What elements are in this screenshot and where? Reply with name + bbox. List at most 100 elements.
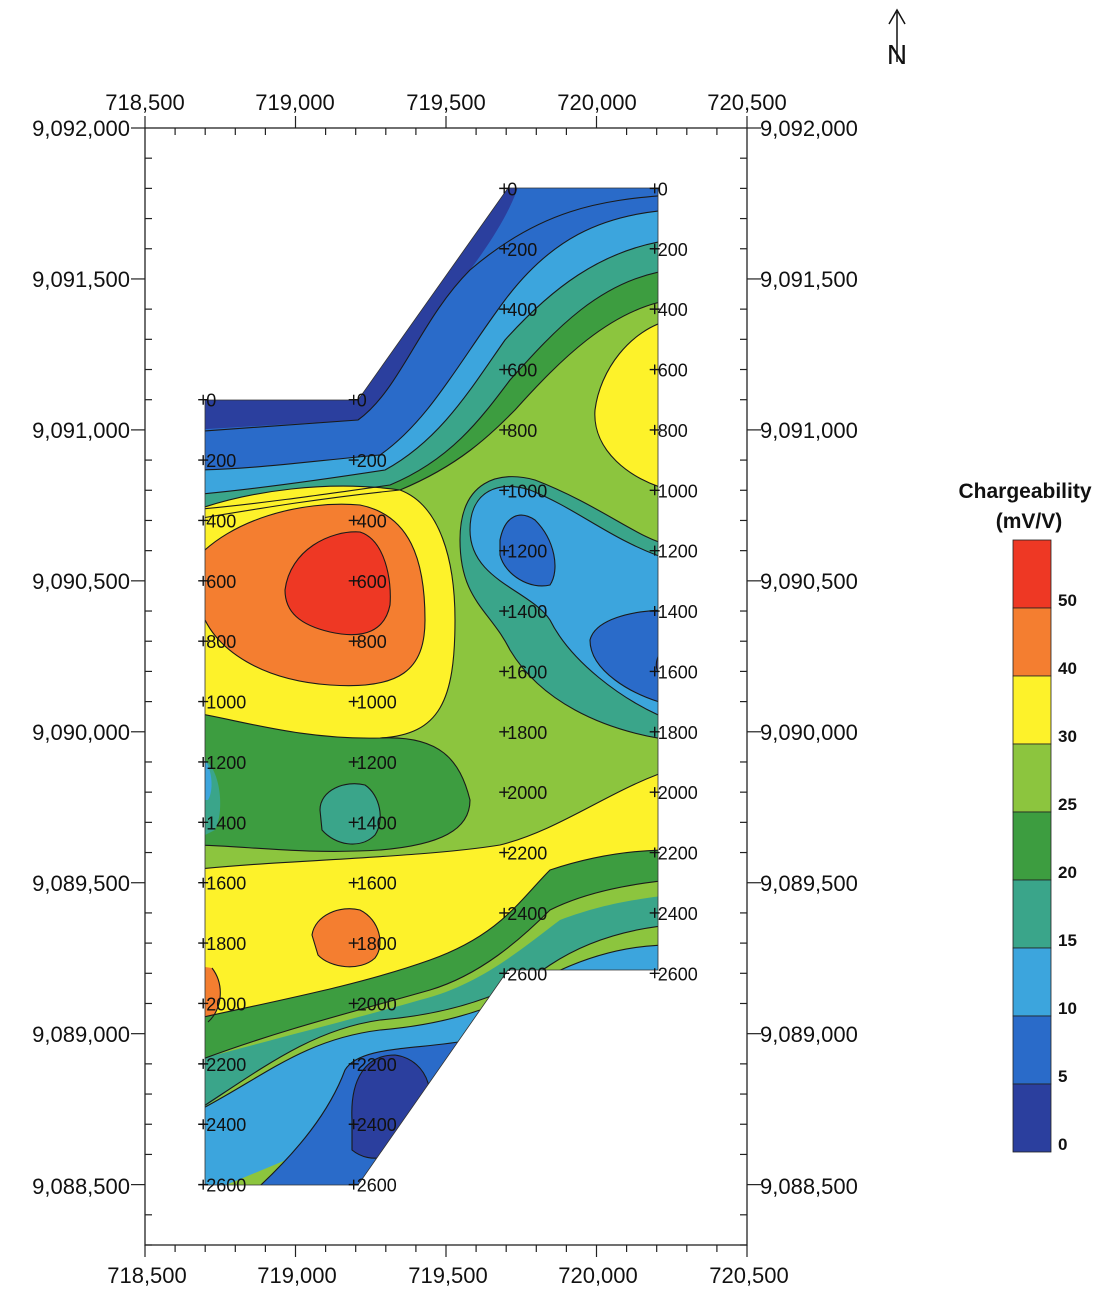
station-marker: 2600 — [649, 964, 698, 984]
station-marker: 600 — [198, 572, 236, 592]
band-15-20-east-rim — [460, 476, 658, 740]
legend-tick-labels: 0 5 10 15 20 25 30 40 50 — [1058, 591, 1077, 1154]
station-cross-icon — [198, 817, 209, 828]
band-20-25-top — [205, 270, 658, 520]
legend-swatch — [1012, 947, 1052, 1017]
station-label: 1000 — [357, 693, 397, 713]
station-marker: 1200 — [348, 753, 397, 773]
band-30-40-south — [205, 770, 658, 1020]
northing-label-right: 9,088,500 — [760, 1174, 858, 1199]
station-marker: 2000 — [348, 994, 397, 1014]
legend-swatch — [1012, 539, 1052, 609]
station-marker: 2400 — [348, 1115, 397, 1135]
legend-tick-label: 25 — [1058, 795, 1077, 814]
station-label: 2200 — [507, 844, 547, 864]
station-cross-icon — [649, 726, 660, 737]
station-cross-icon — [499, 485, 510, 496]
station-label: 2400 — [357, 1115, 397, 1135]
station-cross-icon — [198, 877, 209, 888]
station-marker: 0 — [198, 391, 216, 411]
band-40-50-south-a — [312, 908, 380, 967]
station-cross-icon — [649, 364, 660, 375]
station-cross-icon — [499, 787, 510, 798]
station-label: 1000 — [206, 693, 246, 713]
legend: Chargeability (mV/V) 0 5 10 15 20 25 30 40 50 — [958, 480, 1091, 1154]
station-marker: 0 — [499, 179, 517, 199]
station-cross-icon — [348, 696, 359, 707]
easting-label-top: 719,000 — [255, 90, 335, 115]
station-cross-icon — [649, 243, 660, 254]
station-marker: 1000 — [198, 693, 246, 713]
station-marker: 2200 — [348, 1055, 397, 1075]
station-marker: 2400 — [649, 904, 698, 924]
easting-label-top: 720,500 — [707, 90, 787, 115]
station-label: 1600 — [658, 662, 698, 682]
station-cross-icon — [649, 847, 660, 858]
station-marker: 600 — [649, 361, 688, 381]
station-cross-icon — [499, 968, 510, 979]
station-cross-icon — [348, 515, 359, 526]
station-marker: 200 — [499, 240, 537, 260]
station-marker: 400 — [198, 511, 236, 531]
station-marker: 2000 — [198, 994, 246, 1014]
station-marker: 2600 — [499, 964, 547, 984]
station-label: 1000 — [507, 481, 547, 501]
northing-label-right: 9,091,500 — [760, 267, 858, 292]
station-marker: 1600 — [348, 874, 397, 894]
station-marker: 600 — [499, 361, 537, 381]
station-label: 2000 — [658, 783, 698, 803]
station-marker: 2400 — [198, 1115, 246, 1135]
station-cross-icon — [499, 606, 510, 617]
station-label: 1600 — [507, 662, 547, 682]
station-cross-icon — [198, 696, 209, 707]
easting-label-bottom: 719,500 — [408, 1263, 488, 1288]
legend-tick-label: 50 — [1058, 591, 1077, 610]
station-cross-icon — [649, 485, 660, 496]
station-marker: 1800 — [499, 723, 547, 743]
station-marker: 2000 — [649, 783, 698, 803]
station-marker: 2600 — [348, 1176, 397, 1196]
station-label: 1800 — [206, 934, 246, 954]
station-label: 200 — [658, 240, 688, 260]
station-label: 1400 — [507, 602, 547, 622]
easting-label-bottom: 718,500 — [107, 1263, 187, 1288]
station-cross-icon — [649, 606, 660, 617]
station-marker: 1000 — [348, 693, 397, 713]
station-label: 2600 — [658, 964, 698, 984]
station-cross-icon — [198, 1058, 209, 1069]
station-cross-icon — [348, 998, 359, 1009]
station-cross-icon — [348, 455, 359, 466]
station-cross-icon — [649, 907, 660, 918]
station-label: 200 — [206, 451, 236, 471]
station-label: 0 — [206, 391, 216, 411]
station-cross-icon — [649, 183, 660, 194]
station-label: 400 — [507, 300, 537, 320]
station-marker: 2200 — [499, 844, 547, 864]
station-marker: 1200 — [499, 542, 547, 562]
easting-labels-bottom: 718,500 719,000 719,500 720,000 720,500 — [107, 1263, 789, 1288]
station-cross-icon — [499, 243, 510, 254]
station-marker: 2200 — [198, 1055, 246, 1075]
station-cross-icon — [499, 726, 510, 737]
band-15-20-top — [205, 240, 658, 510]
station-label: 2400 — [507, 904, 547, 924]
station-cross-icon — [348, 1179, 359, 1190]
station-label: 200 — [357, 451, 387, 471]
station-marker: 2200 — [649, 844, 698, 864]
station-label: 2000 — [507, 783, 547, 803]
band-50-60-west — [285, 531, 391, 635]
station-cross-icon — [198, 515, 209, 526]
legend-swatch — [1012, 607, 1052, 677]
band-15-20-pocket — [320, 783, 381, 845]
station-marker: 1000 — [499, 481, 547, 501]
station-marker: 1800 — [198, 934, 246, 954]
station-marker: 800 — [499, 421, 537, 441]
station-label: 1200 — [206, 753, 246, 773]
northing-label-left: 9,089,500 — [32, 871, 130, 896]
station-marker: 1800 — [348, 934, 397, 954]
northing-label-left: 9,091,000 — [32, 418, 130, 443]
station-marker: 1200 — [649, 542, 698, 562]
station-label: 2200 — [206, 1055, 246, 1075]
station-label: 2000 — [357, 994, 397, 1014]
